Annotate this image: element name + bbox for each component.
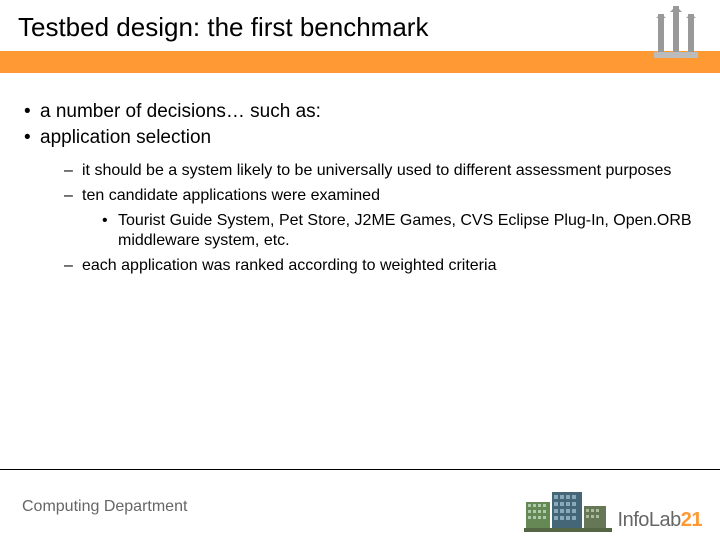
lancaster-logo-icon: [650, 4, 702, 72]
bullet-level2: ten candidate applications were examined: [82, 186, 700, 207]
content-area: a number of decisions… such as: applicat…: [0, 73, 720, 277]
infolab-text: InfoLab21: [618, 509, 702, 532]
infolab-logo: InfoLab21: [524, 484, 702, 532]
infolab-number: 21: [681, 509, 702, 531]
department-label: Computing Department: [22, 498, 187, 516]
bullet-level2: each application was ranked according to…: [82, 256, 700, 277]
bullet-level2: it should be a system likely to be unive…: [82, 161, 700, 182]
bullet-level1: a number of decisions… such as:: [40, 101, 700, 123]
bullet-level1: application selection: [40, 127, 700, 149]
slide-title: Testbed design: the first benchmark: [18, 12, 702, 43]
building-icon: [524, 484, 612, 532]
title-area: Testbed design: the first benchmark: [0, 0, 720, 51]
bullet-level3: Tourist Guide System, Pet Store, J2ME Ga…: [118, 211, 700, 253]
accent-bar: [0, 51, 720, 73]
infolab-label: InfoLab: [618, 509, 681, 531]
footer: Computing Department: [0, 470, 720, 540]
